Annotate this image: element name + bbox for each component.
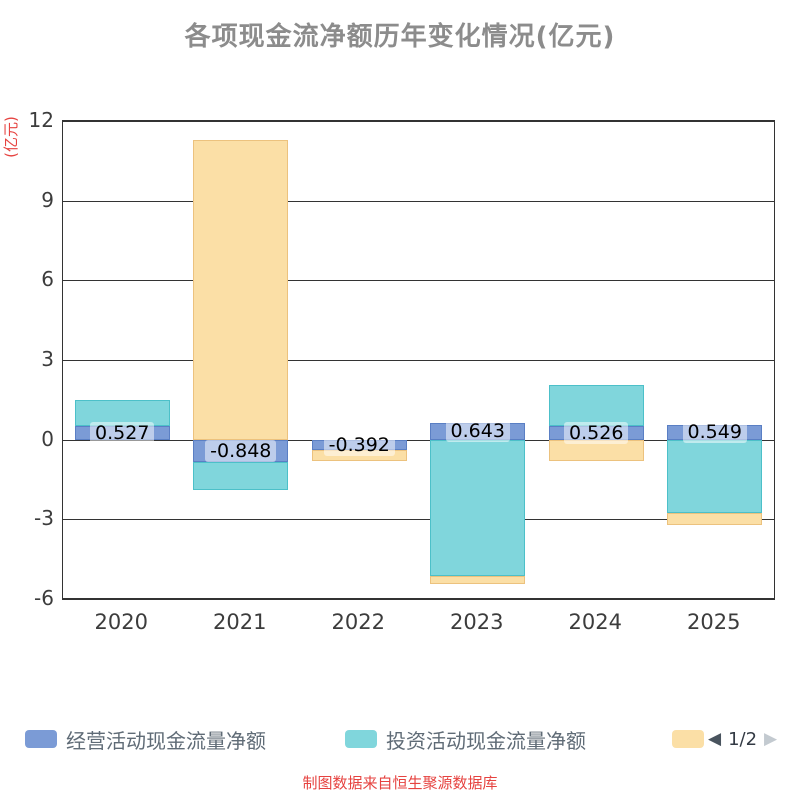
bar-series2-2023 bbox=[430, 439, 526, 577]
legend-pager: ◀ 1/2 ▶ bbox=[708, 726, 777, 752]
gridline-9 bbox=[63, 200, 774, 202]
y-axis-tick-label-3: 3 bbox=[41, 347, 54, 371]
bar-series3-2023 bbox=[430, 576, 526, 585]
x-axis: 2020 2021 2022 2023 2024 2025 bbox=[62, 610, 775, 642]
legend-item-series2[interactable]: 投资活动现金流量净额 bbox=[345, 726, 586, 753]
data-source-caption: 制图数据来自恒生聚源数据库 bbox=[302, 774, 498, 792]
plot-area: 0.527 -0.848 -0.392 0.643 0.526 0.549 bbox=[62, 120, 775, 600]
bar-series2-2025 bbox=[667, 439, 763, 513]
y-axis-tick-label--3: -3 bbox=[34, 506, 54, 531]
x-axis-tick-label-2021: 2021 bbox=[213, 610, 267, 634]
x-axis-tick-label-2024: 2024 bbox=[568, 610, 622, 634]
bar-value-label-2023: 0.643 bbox=[419, 420, 538, 443]
gridline-12 bbox=[63, 121, 774, 122]
bar-value-label-2021: -0.848 bbox=[182, 439, 301, 462]
y-axis: 12 9 6 3 0 -3 -6 bbox=[0, 108, 54, 610]
x-axis-tick-label-2020: 2020 bbox=[94, 610, 148, 634]
bar-series3-2025 bbox=[667, 512, 763, 525]
bar-series2-2021 bbox=[193, 462, 289, 491]
legend-item-series3[interactable] bbox=[672, 726, 713, 752]
bar-series2-2020 bbox=[74, 400, 170, 426]
gridline-0 bbox=[63, 439, 774, 441]
gridline-3 bbox=[63, 360, 774, 361]
y-axis-tick-label--6: -6 bbox=[34, 586, 54, 610]
bar-value-label-2020: 0.527 bbox=[63, 421, 182, 444]
bar-series3-2021 bbox=[193, 139, 289, 440]
bar-series2-2024 bbox=[548, 384, 644, 426]
legend-item-series1[interactable]: 经营活动现金流量净额 bbox=[25, 726, 266, 753]
legend-swatch-series2 bbox=[345, 730, 377, 748]
x-axis-tick-label-2023: 2023 bbox=[450, 610, 504, 634]
gridline-6 bbox=[63, 280, 774, 282]
pager-page-indicator: 1/2 bbox=[728, 728, 758, 750]
x-axis-tick-label-2025: 2025 bbox=[687, 610, 741, 634]
bar-value-label-2022: -0.392 bbox=[300, 433, 419, 456]
x-axis-tick-label-2022: 2022 bbox=[331, 610, 385, 634]
y-axis-tick-label-6: 6 bbox=[41, 267, 54, 292]
pager-prev-icon[interactable]: ◀ bbox=[708, 729, 722, 749]
legend-label-series1: 经营活动现金流量净额 bbox=[66, 728, 266, 753]
y-axis-tick-label-12: 12 bbox=[28, 108, 54, 132]
bar-value-label-2024: 0.526 bbox=[537, 421, 656, 444]
legend-swatch-series3 bbox=[672, 730, 704, 748]
y-axis-tick-label-0: 0 bbox=[41, 426, 54, 451]
y-axis-tick-label-9: 9 bbox=[41, 187, 54, 212]
pager-next-icon[interactable]: ▶ bbox=[764, 729, 778, 749]
chart-title: 各项现金流净额历年变化情况(亿元) bbox=[184, 22, 616, 52]
gridline--6 bbox=[63, 598, 774, 599]
legend: 经营活动现金流量净额 投资活动现金流量净额 ◀ 1/2 ▶ bbox=[0, 726, 800, 753]
legend-swatch-series1 bbox=[25, 730, 57, 748]
legend-label-series2: 投资活动现金流量净额 bbox=[386, 728, 586, 753]
bar-value-label-2025: 0.549 bbox=[656, 421, 775, 444]
gridline--3 bbox=[63, 519, 774, 521]
